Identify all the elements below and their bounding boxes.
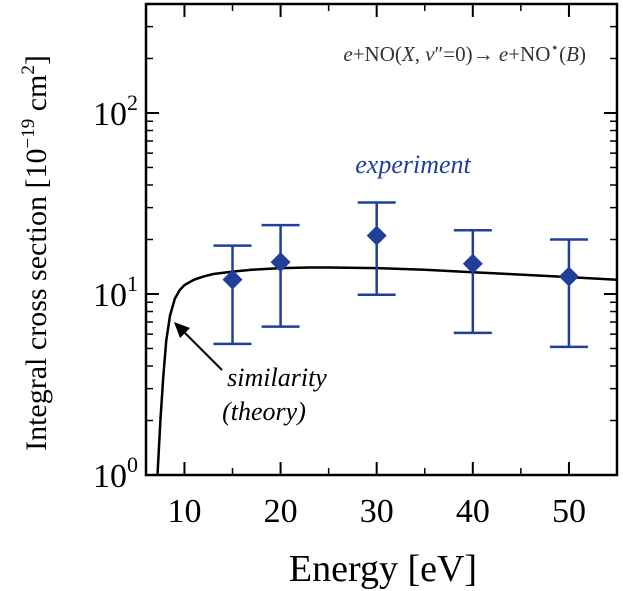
x-tick-label: 10 bbox=[167, 493, 201, 530]
y-tick-label: 101 bbox=[93, 271, 138, 314]
rx-b: +NO( bbox=[353, 42, 402, 66]
y-tick-base: 10 bbox=[93, 458, 127, 495]
y-tick-label: 102 bbox=[93, 90, 138, 133]
plot-frame bbox=[144, 2, 619, 477]
rx-l: B bbox=[566, 42, 579, 66]
reaction-annotation: e+NO(X, v″=0)→ e+NO⋆(B) bbox=[343, 41, 586, 66]
theory-curve bbox=[156, 266, 617, 475]
rx-a: e bbox=[343, 42, 352, 66]
experiment-point bbox=[549, 238, 588, 349]
y-tick-base: 10 bbox=[93, 277, 127, 314]
rx-e: v bbox=[425, 42, 435, 66]
experiment-label: experiment bbox=[355, 150, 471, 179]
y-axis-label: Integral cross section [10−19 cm2] bbox=[18, 55, 53, 451]
rx-g: =0)→ bbox=[443, 42, 499, 66]
x-axis-label: Energy [eV] bbox=[289, 548, 477, 590]
theory-arrow bbox=[174, 322, 223, 371]
theory-arrow-head bbox=[174, 322, 190, 338]
y-axis-unit-suffix: ] bbox=[20, 55, 53, 65]
rx-h: e bbox=[499, 42, 508, 66]
data-diamond bbox=[462, 253, 483, 274]
y-axis-label-text: Integral cross section bbox=[20, 196, 53, 451]
x-tick-label: 50 bbox=[552, 493, 586, 530]
y-axis-unit-exp: −19 bbox=[18, 119, 39, 149]
experiment-point bbox=[453, 228, 492, 335]
rx-j: ⋆ bbox=[550, 41, 559, 56]
rx-k: ( bbox=[559, 42, 566, 66]
y-axis-label-group: Integral cross section [10−19 cm2] bbox=[18, 55, 53, 451]
y-tick-exp: 1 bbox=[127, 271, 138, 296]
data-diamond bbox=[558, 266, 579, 287]
x-tick-label: 30 bbox=[360, 493, 394, 530]
y-axis-unit-prefix: [10 bbox=[20, 148, 53, 188]
rx-m: ) bbox=[579, 42, 586, 66]
theory-arrow-shaft bbox=[183, 331, 223, 371]
theory-label-line1: similarity bbox=[227, 363, 327, 392]
data-diamond bbox=[270, 252, 291, 273]
rx-d: , bbox=[415, 42, 426, 66]
data-diamond bbox=[366, 225, 387, 246]
data-diamond bbox=[222, 269, 243, 290]
y-tick-exp: 0 bbox=[127, 452, 138, 477]
y-axis-unit-exp2: 2 bbox=[18, 65, 39, 75]
rx-f: ″ bbox=[435, 42, 444, 66]
y-tick-label: 100 bbox=[93, 452, 138, 495]
y-tick-base: 10 bbox=[93, 96, 127, 133]
x-tick-label: 20 bbox=[264, 493, 298, 530]
rx-c: X bbox=[401, 42, 416, 66]
x-tick-label: 40 bbox=[456, 493, 490, 530]
rx-i: +NO bbox=[508, 42, 550, 66]
experiment-point bbox=[261, 223, 300, 328]
y-axis-unit-mid: cm bbox=[20, 75, 53, 119]
theory-label-line2: (theory) bbox=[222, 397, 306, 426]
y-tick-exp: 2 bbox=[127, 90, 138, 115]
experiment-point bbox=[213, 244, 252, 346]
experiment-point bbox=[357, 201, 396, 297]
